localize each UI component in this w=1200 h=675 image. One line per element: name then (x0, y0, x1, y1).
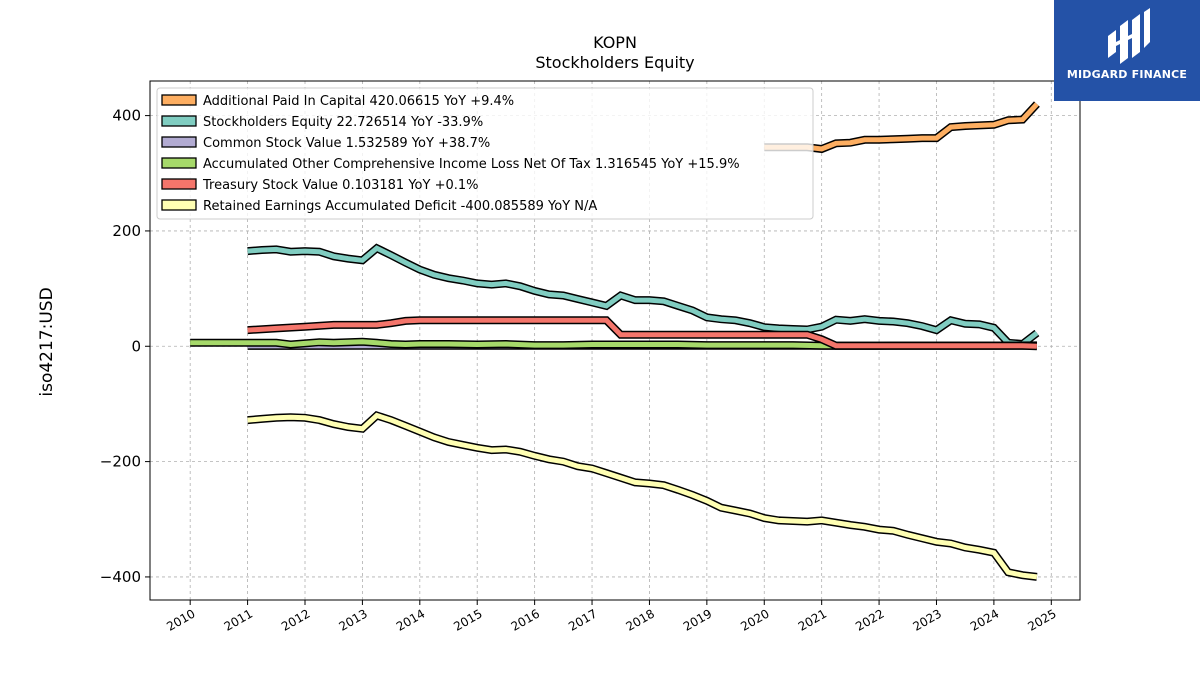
x-axis-ticks: 2010 2011 2012 2013 2014 2015 2016 2017 2018 2019… (164, 600, 1059, 634)
midgard-logo-icon (1108, 8, 1150, 64)
legend-entry: Additional Paid In Capital 420.06615 YoY… (203, 94, 514, 109)
y-tick-label: 400 (112, 107, 141, 125)
midgard-finance-logo: MIDGARD FINANCE (1054, 0, 1200, 101)
x-tick-label: 2022 (853, 606, 886, 633)
x-tick-label: 2010 (164, 606, 197, 633)
x-tick-label: 2014 (394, 606, 427, 633)
series-lines (190, 101, 1040, 581)
legend-entry: Accumulated Other Comprehensive Income L… (203, 157, 740, 172)
legend-swatch (161, 136, 197, 148)
y-tick-label: 200 (112, 222, 141, 240)
series-line-outline (247, 410, 1038, 581)
x-tick-label: 2023 (911, 606, 944, 633)
y-axis-ticks: −400 −200 0 200 400 (100, 107, 150, 586)
plot-frame (149, 80, 1081, 601)
y-tick-label: −400 (100, 568, 141, 586)
legend-swatch (161, 157, 197, 169)
legend-entry: Retained Earnings Accumulated Deficit -4… (203, 199, 597, 214)
x-tick-label: 2013 (336, 606, 369, 633)
legend-box (156, 87, 814, 220)
x-tick-label: 2016 (509, 606, 542, 633)
x-tick-label: 2015 (451, 606, 484, 633)
legend-entry: Stockholders Equity 22.726514 YoY -33.9% (203, 115, 483, 130)
y-tick-label: 0 (131, 337, 141, 355)
x-tick-label: 2012 (279, 606, 312, 633)
series-retained-earnings-accumulated-deficit (247, 410, 1038, 581)
legend-entry: Treasury Stock Value 0.103181 YoY +0.1% (202, 178, 479, 193)
chart-title: KOPN (593, 33, 637, 52)
series-treasury-stock-value (247, 316, 1038, 351)
legend-swatch (161, 94, 197, 106)
y-tick-label: −200 (100, 453, 141, 471)
series-line (247, 317, 1037, 349)
series-stockholders-equity (247, 243, 1040, 349)
x-tick-label: 2021 (796, 606, 829, 633)
series-line-outline (247, 243, 1040, 349)
series-line (247, 245, 1039, 347)
legend-swatch (161, 199, 197, 211)
x-tick-label: 2020 (738, 606, 771, 633)
legend: Additional Paid In Capital 420.06615 YoY… (156, 87, 814, 220)
legend-swatch (161, 178, 197, 190)
x-tick-label: 2018 (623, 606, 656, 633)
legend-entry: Common Stock Value 1.532589 YoY +38.7% (203, 136, 490, 151)
y-axis-label: iso4217:USD (37, 287, 57, 396)
x-tick-label: 2019 (681, 606, 714, 633)
x-tick-label: 2017 (566, 606, 599, 633)
logo-text: MIDGARD FINANCE (1066, 68, 1188, 81)
series-line (247, 412, 1038, 580)
x-tick-label: 2025 (1025, 606, 1058, 633)
chart-subtitle: Stockholders Equity (535, 53, 694, 72)
legend-swatch (161, 115, 197, 127)
x-tick-label: 2024 (968, 606, 1001, 633)
x-tick-label: 2011 (222, 606, 255, 633)
